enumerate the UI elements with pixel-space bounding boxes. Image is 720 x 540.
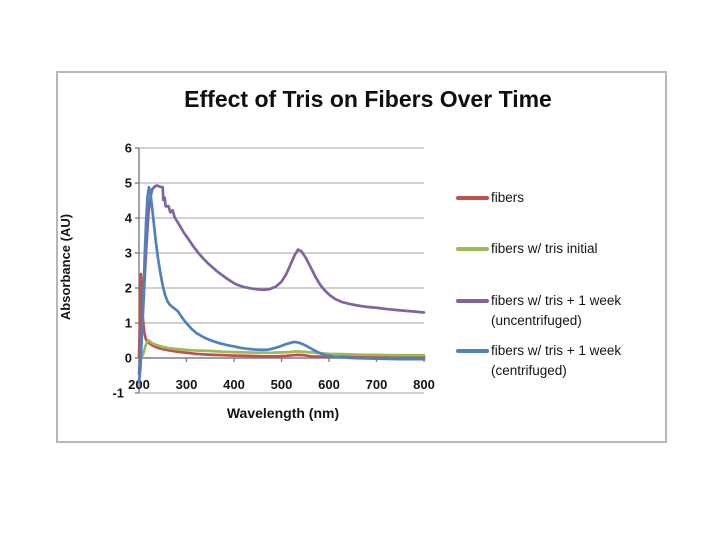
line-chart: -1 0 1 2 3 4 5 6 200 300 400 500 600 700 800 <box>112 141 435 401</box>
legend-item: fibers w/ tris initial <box>456 239 598 259</box>
y-tick-label: 1 <box>125 316 132 331</box>
x-tick-label: 800 <box>413 377 435 392</box>
y-tick-label: 0 <box>125 351 132 366</box>
legend-label: fibers w/ tris + 1 week (centrifuged) <box>491 343 622 378</box>
series-line-1 <box>137 339 426 363</box>
y-tick-label: 2 <box>125 281 132 296</box>
legend-swatch <box>456 196 489 200</box>
series-line-0 <box>137 272 426 359</box>
y-tick-label: -1 <box>112 386 124 401</box>
legend-label: fibers w/ tris initial <box>491 241 598 256</box>
x-tick-label: 300 <box>176 377 198 392</box>
series-line-3 <box>137 185 426 384</box>
legend-swatch <box>456 299 489 303</box>
y-tick-label: 3 <box>125 246 132 261</box>
legend-label: fibers w/ tris + 1 week (uncentrifuged) <box>491 293 622 328</box>
y-axis-title: Absorbance (AU) <box>58 213 73 321</box>
legend-label: fibers <box>491 190 525 205</box>
y-tick-label: 6 <box>125 141 132 156</box>
x-tick-label: 200 <box>128 377 150 392</box>
series-line-2 <box>137 184 426 376</box>
legend-swatch <box>456 349 489 353</box>
y-tick-label: 5 <box>125 176 132 191</box>
slide-frame: Effect of Tris on Fibers Over Time -1 0 1 2… <box>56 71 667 443</box>
legend: fibers fibers w/ tris initial fibers w/ tr… <box>456 73 661 441</box>
x-tick-label: 700 <box>366 377 388 392</box>
x-axis-title: Wavelength (nm) <box>226 405 340 421</box>
legend-item: fibers w/ tris + 1 week (centrifuged) <box>456 341 621 381</box>
x-tick-label: 500 <box>271 377 293 392</box>
x-tick-label: 400 <box>223 377 245 392</box>
x-tick-label: 600 <box>318 377 340 392</box>
y-tick-label: 4 <box>125 211 133 226</box>
legend-item: fibers w/ tris + 1 week (uncentrifuged) <box>456 291 621 331</box>
legend-swatch <box>456 247 489 251</box>
chart-title: Effect of Tris on Fibers Over Time <box>184 86 552 112</box>
legend-item: fibers <box>456 188 524 208</box>
